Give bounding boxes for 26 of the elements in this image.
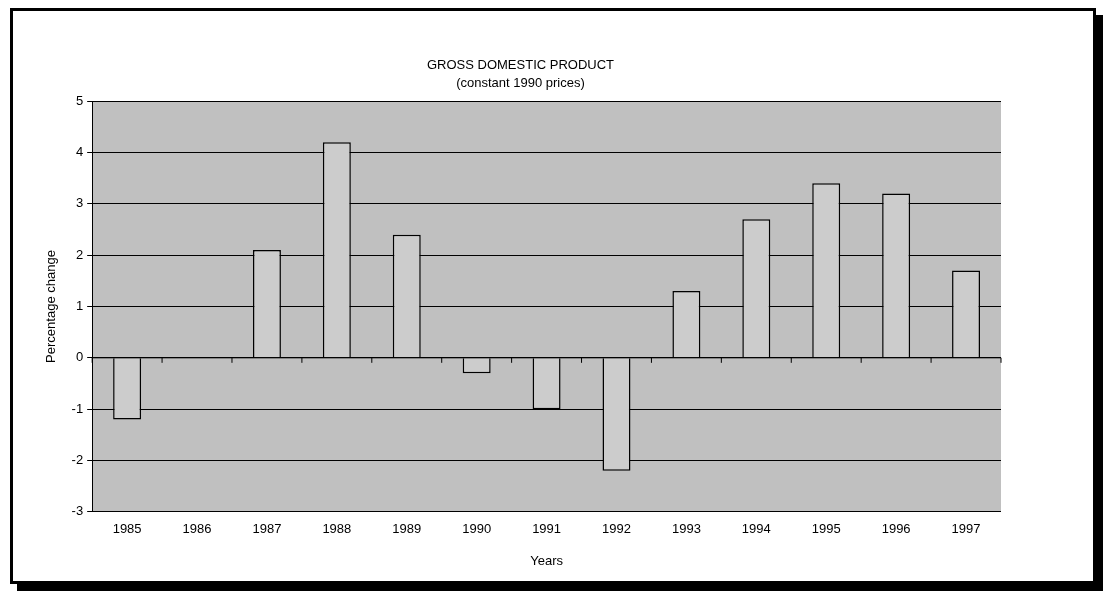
y-tick-label: 4 [75, 144, 84, 160]
y-tick-label: 2 [75, 246, 84, 262]
x-tick-label: 1987 [252, 521, 282, 537]
chart-title: GROSS DOMESTIC PRODUCT [426, 57, 615, 73]
y-tick-label: -1 [71, 400, 84, 416]
x-tick-label: 1992 [602, 521, 631, 537]
y-tick-label: 3 [75, 195, 84, 211]
y-tick-label: 0 [75, 349, 84, 365]
x-tick-label: 1994 [741, 521, 771, 537]
x-tick-label: 1988 [322, 521, 352, 537]
x-tick-label: 1989 [392, 521, 422, 537]
y-axis-title: Percentage change [43, 250, 59, 363]
y-tick-label: 5 [75, 92, 84, 108]
x-tick-label: 1995 [811, 521, 841, 537]
y-tick-label: 1 [75, 298, 84, 314]
x-tick-label: 1986 [182, 521, 212, 537]
x-tick-label: 1997 [951, 521, 981, 537]
x-tick-label: 1996 [881, 521, 911, 537]
y-tick-label: -2 [71, 452, 84, 468]
chart-subtitle: (constant 1990 prices) [456, 74, 585, 90]
x-tick-label: 1991 [532, 521, 562, 537]
x-tick-label: 1985 [112, 521, 142, 537]
x-tick-label: 1993 [671, 521, 701, 537]
y-tick-label: -3 [71, 503, 84, 519]
x-axis-title: Years [530, 552, 564, 568]
x-tick-label: 1990 [462, 521, 492, 537]
